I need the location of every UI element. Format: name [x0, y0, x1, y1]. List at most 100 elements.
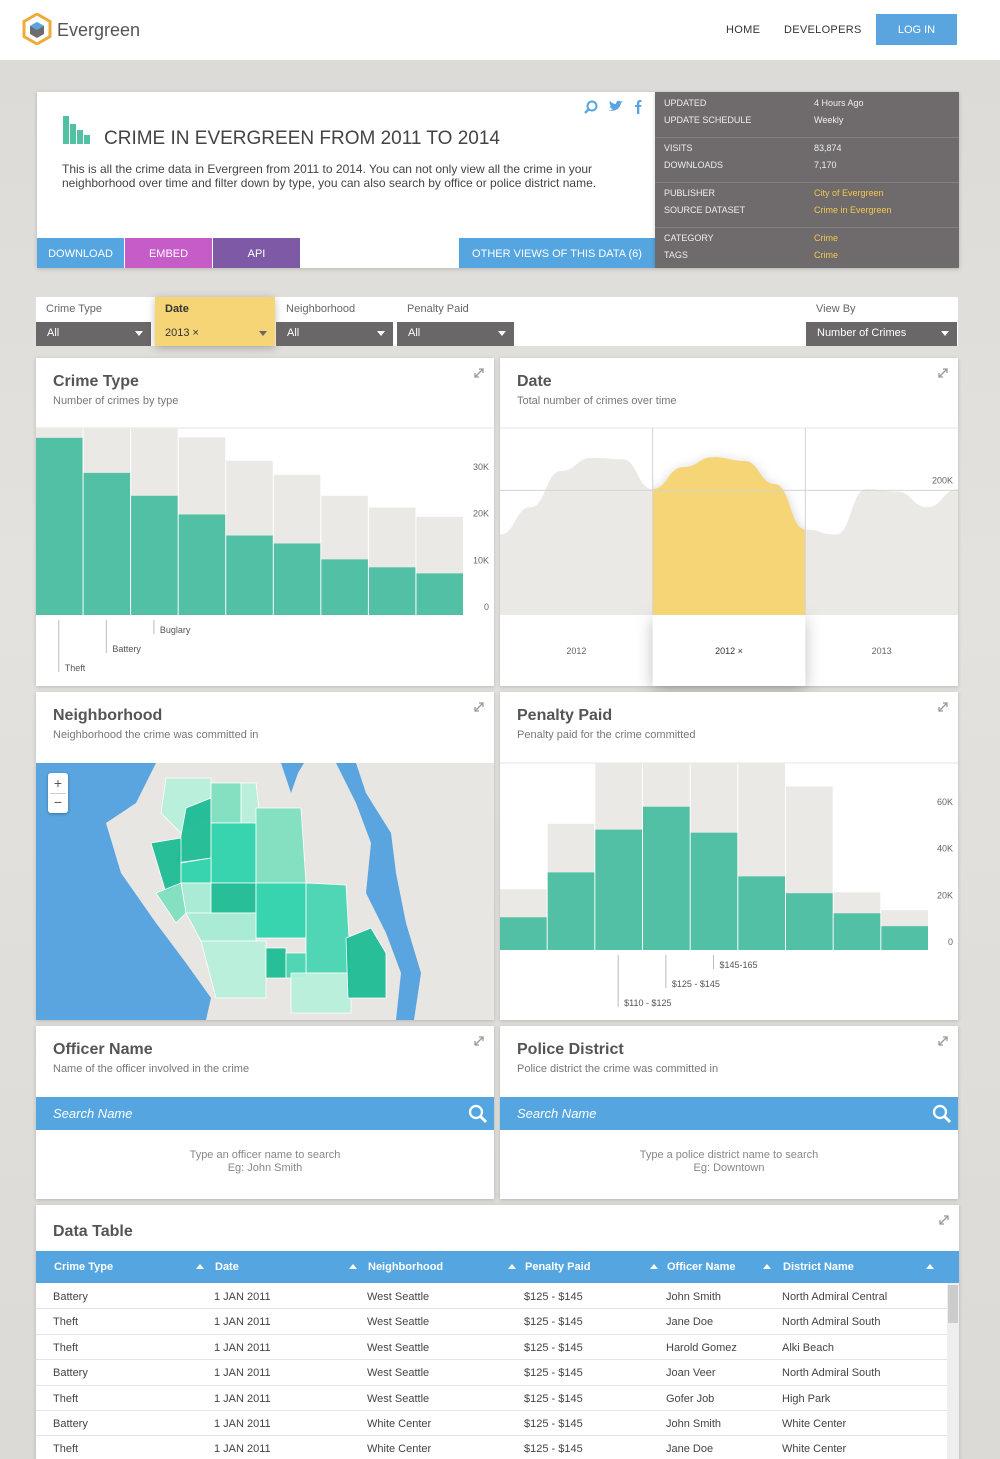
table-cell: North Admiral South — [782, 1367, 881, 1380]
expand-icon — [939, 1215, 949, 1225]
sort-arrow — [196, 1264, 204, 1269]
table-cell: Battery — [53, 1367, 88, 1380]
expand — [938, 1036, 948, 1046]
column-header[interactable]: Officer Name — [667, 1261, 736, 1273]
filter-dropdown[interactable]: 2013 × — [155, 322, 275, 346]
dropdown-arrow — [377, 331, 385, 336]
search-icon — [468, 1104, 487, 1123]
column-header[interactable]: Crime Type — [54, 1261, 114, 1273]
expand — [479, 702, 484, 707]
zoom-out[interactable]: − — [53, 794, 63, 810]
other-views-button[interactable]: OTHER VIEWS OF THIS DATA (6) — [459, 238, 655, 268]
table-cell: $125 - $145 — [524, 1367, 583, 1380]
handle — [943, 1115, 951, 1123]
table-cell: $125 - $145 — [524, 1341, 583, 1354]
x-tick-label: $110 - $125 — [624, 998, 671, 1008]
bar — [226, 535, 273, 615]
meta-label: DOWNLOADS — [664, 160, 724, 170]
table-cell: Theft — [53, 1341, 79, 1354]
expand — [938, 368, 948, 378]
panel: Crime Type Number of crimes by type 0 10K 20… — [36, 358, 494, 686]
meta-divider — [655, 182, 959, 183]
row-divider — [36, 1308, 947, 1310]
table-title: Data Table — [53, 1223, 133, 1240]
action-button[interactable]: API — [213, 238, 300, 268]
table-cell: 1 JAN 2011 — [214, 1392, 271, 1405]
arrow — [349, 1264, 357, 1269]
login-button[interactable]: LOG IN — [876, 14, 957, 45]
arrow — [941, 331, 949, 336]
y-tick-label: 20K — [937, 890, 953, 900]
column-header[interactable]: Penalty Paid — [525, 1261, 591, 1273]
bar — [131, 495, 178, 615]
panel-subtitle: Penalty paid for the crime committed — [517, 729, 696, 741]
action-button[interactable]: EMBED — [125, 238, 212, 268]
sort-arrow — [508, 1264, 516, 1269]
dropdown-arrow — [135, 331, 143, 336]
panel-subtitle: Police district the crime was committed … — [517, 1063, 719, 1075]
expand — [474, 1041, 479, 1046]
expand — [944, 1215, 949, 1220]
header: Evergreen HOME DEVELOPERS LOG IN — [0, 0, 1000, 60]
logo — [22, 13, 52, 45]
expand — [474, 702, 484, 712]
table-cell: 1 JAN 2011 — [214, 1291, 271, 1303]
filter-dropdown[interactable]: All — [276, 322, 393, 346]
y-tick-label: 200K — [932, 475, 953, 485]
table-cell: Theft — [53, 1443, 79, 1456]
filter-value: All — [47, 327, 60, 339]
column-header[interactable]: Neighborhood — [368, 1261, 444, 1273]
other-views-label: OTHER VIEWS OF THIS DATA (6) — [472, 248, 642, 260]
row-divider — [36, 1435, 947, 1437]
bar — [416, 573, 463, 615]
meta-value: 4 Hours Ago — [814, 98, 864, 108]
row-divider — [36, 1333, 947, 1335]
nav-link[interactable]: HOME — [726, 24, 761, 36]
icon-bar — [77, 130, 83, 144]
district — [290, 972, 352, 1014]
x-tick-label: 2013 — [872, 646, 892, 656]
bar — [738, 876, 785, 950]
panel-title: Date — [517, 373, 552, 390]
brand: Evergreen — [57, 20, 141, 40]
search-input[interactable]: Search Name — [36, 1097, 494, 1130]
panel-subtitle: Number of crimes by type — [53, 395, 179, 407]
twitter-icon — [609, 100, 623, 111]
meta-label: VISITS — [664, 143, 693, 153]
filter-value: Number of Crimes — [817, 327, 907, 339]
row-divider — [36, 1359, 947, 1361]
bar — [83, 472, 131, 615]
meta-value: Weekly — [814, 115, 844, 125]
action-button[interactable]: DOWNLOAD — [37, 238, 124, 268]
selected-label-bg — [652, 615, 806, 686]
nav-link[interactable]: DEVELOPERS — [784, 24, 862, 36]
table-cell: $125 - $145 — [524, 1418, 583, 1430]
meta-label: UPDATED — [664, 98, 707, 108]
search-input[interactable]: Search Name — [500, 1097, 958, 1130]
dataset-card: CRIME IN EVERGREEN FROM 2011 TO 2014 This… — [37, 92, 655, 268]
x-tick-label: 2012 — [566, 646, 586, 656]
column-header[interactable]: District Name — [783, 1261, 854, 1273]
table-cell: 1 JAN 2011 — [214, 1367, 271, 1380]
zoom-in[interactable]: + — [53, 775, 63, 791]
row-divider — [36, 1384, 947, 1386]
bar — [321, 559, 368, 615]
table-cell: White Center — [782, 1418, 847, 1430]
expand — [938, 373, 943, 378]
filter-dropdown[interactable]: Number of Crimes — [806, 322, 957, 346]
filter-dropdown[interactable]: All — [397, 322, 514, 346]
table-cell: Joan Veer — [666, 1367, 716, 1380]
x-tick-label: $145-165 — [720, 960, 758, 970]
arrow — [196, 1264, 204, 1269]
expand-icon — [474, 368, 484, 378]
district — [345, 927, 387, 999]
table-cell: $125 - $145 — [524, 1291, 583, 1303]
table-cell: Harold Gomez — [666, 1341, 737, 1354]
search-icon — [586, 100, 598, 112]
bar — [36, 437, 83, 615]
x-tick-label: $125 - $145 — [672, 979, 720, 989]
filter-dropdown[interactable]: All — [36, 322, 151, 346]
panel: Police District Police district the crime… — [500, 1026, 958, 1199]
column-header[interactable]: Date — [215, 1261, 239, 1273]
panel: Neighborhood Neighborhood the crime was c… — [36, 692, 494, 1020]
